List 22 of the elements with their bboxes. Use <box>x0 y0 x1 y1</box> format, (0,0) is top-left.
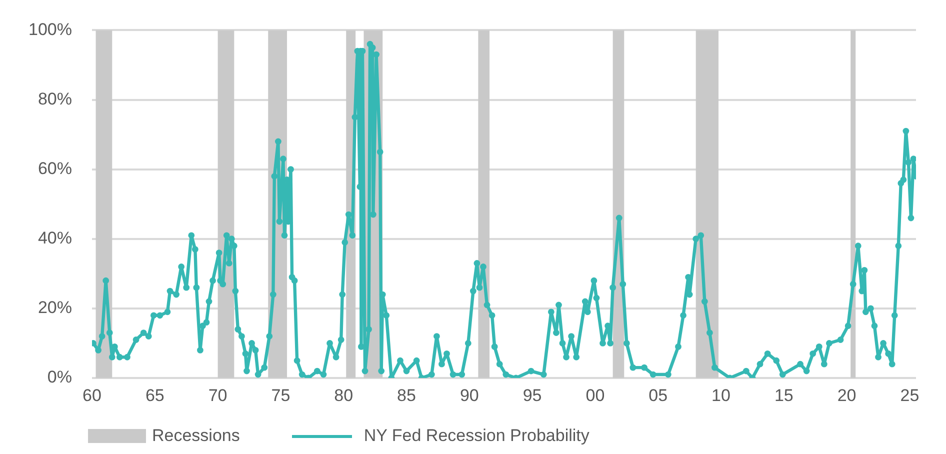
x-tick-label: 90 <box>460 386 479 405</box>
y-tick-label: 100% <box>28 20 72 39</box>
y-tick-label: 0% <box>47 368 72 387</box>
x-tick-label: 00 <box>586 386 605 405</box>
x-tick-label: 80 <box>334 386 354 405</box>
y-tick-label: 60% <box>38 159 72 178</box>
x-tick-label: 65 <box>145 386 164 405</box>
x-tick-label: 05 <box>648 386 668 405</box>
x-tick-label: 60 <box>82 386 102 405</box>
y-tick-label: 20% <box>38 298 72 318</box>
x-tick-label: 10 <box>712 386 730 405</box>
y-tick-label: 40% <box>38 228 72 248</box>
x-tick-label: 25 <box>900 386 920 405</box>
x-tick-label: 20 <box>837 386 856 405</box>
x-tick-label: 70 <box>208 386 228 405</box>
legend-label: Recessions <box>152 426 240 446</box>
legend-label: NY Fed Recession Probability <box>364 426 590 446</box>
x-tick-label: 85 <box>397 386 416 405</box>
x-tick-label: 15 <box>774 386 794 405</box>
y-tick-label: 80% <box>38 89 72 108</box>
x-tick-label: 95 <box>522 386 542 405</box>
x-tick-label: 75 <box>271 386 290 405</box>
